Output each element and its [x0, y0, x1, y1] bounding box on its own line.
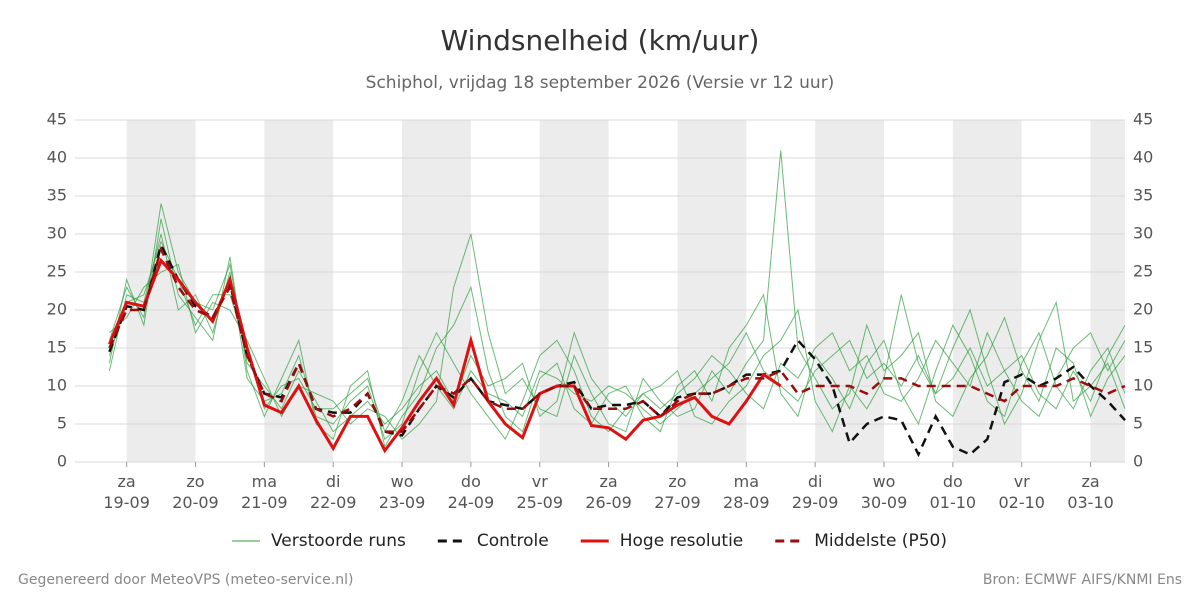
day-band: [815, 120, 885, 462]
x-tick-line: wo: [873, 472, 896, 491]
x-tick-line: di: [808, 472, 823, 491]
x-tick-line: za: [118, 472, 136, 491]
x-tick-line: 22-09: [310, 493, 357, 512]
x-tick-label: wo 30-09: [861, 472, 908, 512]
x-tick-line: 01-10: [930, 493, 977, 512]
footer-left: Gegenereerd door MeteoVPS (meteo-service…: [18, 572, 353, 588]
x-tick-line: 03-10: [1067, 493, 1114, 512]
x-tick-label: di 29-09: [792, 472, 839, 512]
y2-tick-label: 10: [1133, 376, 1153, 395]
series-line: [108, 241, 1126, 458]
chart-title: Windsnelheid (km/uur): [441, 24, 760, 57]
chart-subtitle: Schiphol, vrijdag 18 september 2026 (Ver…: [366, 73, 835, 93]
ensemble-line: [108, 203, 1126, 433]
day-band: [539, 120, 609, 462]
y-tick-label: 25: [47, 262, 67, 281]
y2-tick-label: 15: [1133, 338, 1153, 357]
x-tick-line: 25-09: [517, 493, 564, 512]
x-tick-label: vr 02-10: [998, 472, 1045, 512]
x-tick-line: ma: [252, 472, 277, 491]
x-tick-line: zo: [668, 472, 686, 491]
x-tick-line: 26-09: [585, 493, 632, 512]
x-tick-label: vr 25-09: [517, 472, 564, 512]
day-band: [677, 120, 747, 462]
x-tick-line: 02-10: [998, 493, 1045, 512]
x-tick-label: wo 23-09: [379, 472, 426, 512]
y-tick-label: 45: [47, 110, 67, 129]
legend-label: Middelste (P50): [814, 531, 947, 551]
x-tick-label: ma 21-09: [241, 472, 288, 512]
x-tick-label: za 03-10: [1067, 472, 1114, 512]
day-band: [952, 120, 1022, 462]
x-tick-line: do: [943, 472, 963, 491]
y2-tick-label: 0: [1133, 452, 1143, 471]
ensemble-line: [108, 240, 1126, 433]
day-band: [126, 120, 196, 462]
y-tick-label: 5: [57, 414, 67, 433]
x-tick-label: za 19-09: [103, 472, 150, 512]
day-band: [264, 120, 334, 462]
x-tick-line: 27-09: [654, 493, 701, 512]
y2-tick-label: 20: [1133, 300, 1153, 319]
ensemble-line: [108, 233, 1126, 441]
x-tick-line: di: [326, 472, 341, 491]
x-tick-line: 30-09: [861, 493, 908, 512]
y2-tick-label: 45: [1133, 110, 1153, 129]
y2-tick-label: 5: [1133, 414, 1143, 433]
x-tick-line: 28-09: [723, 493, 770, 512]
x-tick-line: wo: [391, 472, 414, 491]
x-tick-line: 20-09: [172, 493, 219, 512]
plot-background: [75, 119, 1125, 463]
y2-tick-label: 40: [1133, 148, 1153, 167]
x-tick-line: zo: [186, 472, 204, 491]
x-tick-line: 24-09: [448, 493, 495, 512]
x-tick-line: 19-09: [103, 493, 150, 512]
x-tick-label: zo 20-09: [172, 472, 219, 512]
day-band: [1090, 120, 1125, 462]
x-tick-label: zo 27-09: [654, 472, 701, 512]
footer-right: Bron: ECMWF AIFS/KNMI Ens: [983, 572, 1182, 588]
day-band: [402, 120, 471, 462]
x-tick-line: do: [461, 472, 481, 491]
y2-tick-label: 30: [1133, 224, 1153, 243]
y-tick-label: 40: [47, 148, 67, 167]
x-tick-line: vr: [1014, 472, 1030, 491]
x-tick-line: ma: [734, 472, 759, 491]
x-tick-label: di 22-09: [310, 472, 357, 512]
y-tick-label: 0: [57, 452, 67, 471]
x-tick-line: 21-09: [241, 493, 288, 512]
x-tick-label: ma 28-09: [723, 472, 770, 512]
y-tick-label: 20: [47, 300, 67, 319]
y-tick-label: 30: [47, 224, 67, 243]
x-tick-line: za: [1081, 472, 1099, 491]
y2-tick-label: 25: [1133, 262, 1153, 281]
x-tick-line: 29-09: [792, 493, 839, 512]
legend-label: Controle: [477, 531, 549, 551]
y2-tick-label: 35: [1133, 186, 1153, 205]
y-tick-label: 10: [47, 376, 67, 395]
x-tick-label: za 26-09: [585, 472, 632, 512]
legend-label: Verstoorde runs: [271, 531, 406, 551]
x-tick-line: 23-09: [379, 493, 426, 512]
x-tick-line: vr: [532, 472, 548, 491]
x-tick-line: za: [600, 472, 618, 491]
x-tick-label: do 24-09: [448, 472, 495, 512]
x-tick-label: do 01-10: [930, 472, 977, 512]
y-tick-label: 15: [47, 338, 67, 357]
y-tick-label: 35: [47, 186, 67, 205]
legend-label: Hoge resolutie: [620, 531, 744, 551]
